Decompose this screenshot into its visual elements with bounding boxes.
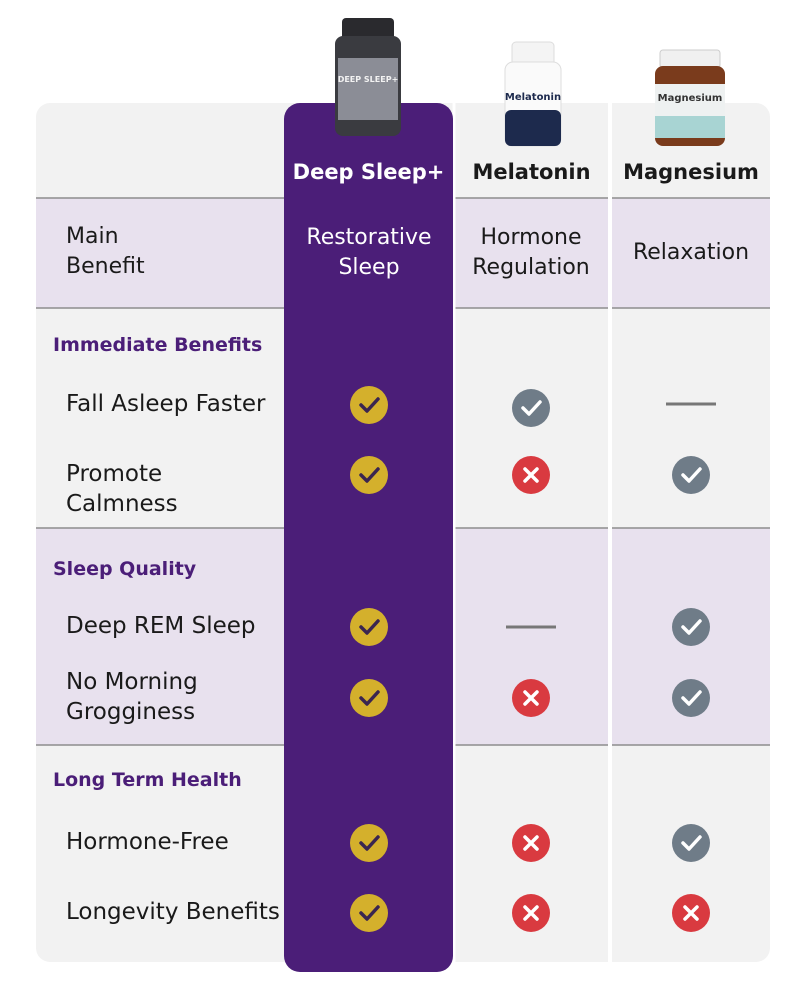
cross-icon <box>511 455 551 495</box>
bottle-magnesium: Magnesium <box>655 49 725 146</box>
check-icon <box>671 607 711 647</box>
product-name: Melatonin <box>472 160 591 184</box>
check-icon <box>349 385 389 425</box>
highlight-column <box>284 103 453 972</box>
cross-icon <box>511 678 551 718</box>
row-label: Main Benefit <box>66 224 145 279</box>
bottle-deep-sleep: DEEP SLEEP+ <box>335 18 401 136</box>
bottle-label: Magnesium <box>658 93 723 104</box>
section-title: Long Term Health <box>53 769 242 791</box>
cross-icon <box>511 823 551 863</box>
row-label: Promote Calmness <box>66 461 178 517</box>
row-label: Longevity Benefits <box>66 899 280 925</box>
check-icon <box>511 388 551 428</box>
check-icon <box>349 823 389 863</box>
bottle-label: DEEP SLEEP+ <box>338 75 399 84</box>
check-icon <box>349 455 389 495</box>
benefit-value: Relaxation <box>632 240 750 265</box>
row-label: Hormone-Free <box>66 829 229 855</box>
row-label: No Morning Grogginess <box>66 669 198 725</box>
check-icon <box>349 893 389 933</box>
check-icon <box>349 607 389 647</box>
cross-icon <box>511 893 551 933</box>
status-icons <box>349 385 716 933</box>
cross-icon <box>671 893 711 933</box>
section-title: Sleep Quality <box>53 558 197 580</box>
check-icon <box>671 678 711 718</box>
check-icon <box>349 678 389 718</box>
row-label: Deep REM Sleep <box>66 613 256 639</box>
bottle-melatonin: Melatonin <box>504 41 562 147</box>
benefit-value: Restorative Sleep <box>306 225 432 280</box>
check-icon <box>671 823 711 863</box>
product-name: Magnesium <box>623 160 759 184</box>
benefit-value: Hormone Regulation <box>472 225 590 280</box>
product-name: Deep Sleep+ <box>292 160 445 184</box>
check-icon <box>671 455 711 495</box>
row-label: Fall Asleep Faster <box>66 391 266 417</box>
bottle-label: Melatonin <box>505 92 561 103</box>
section-title: Immediate Benefits <box>53 334 263 356</box>
